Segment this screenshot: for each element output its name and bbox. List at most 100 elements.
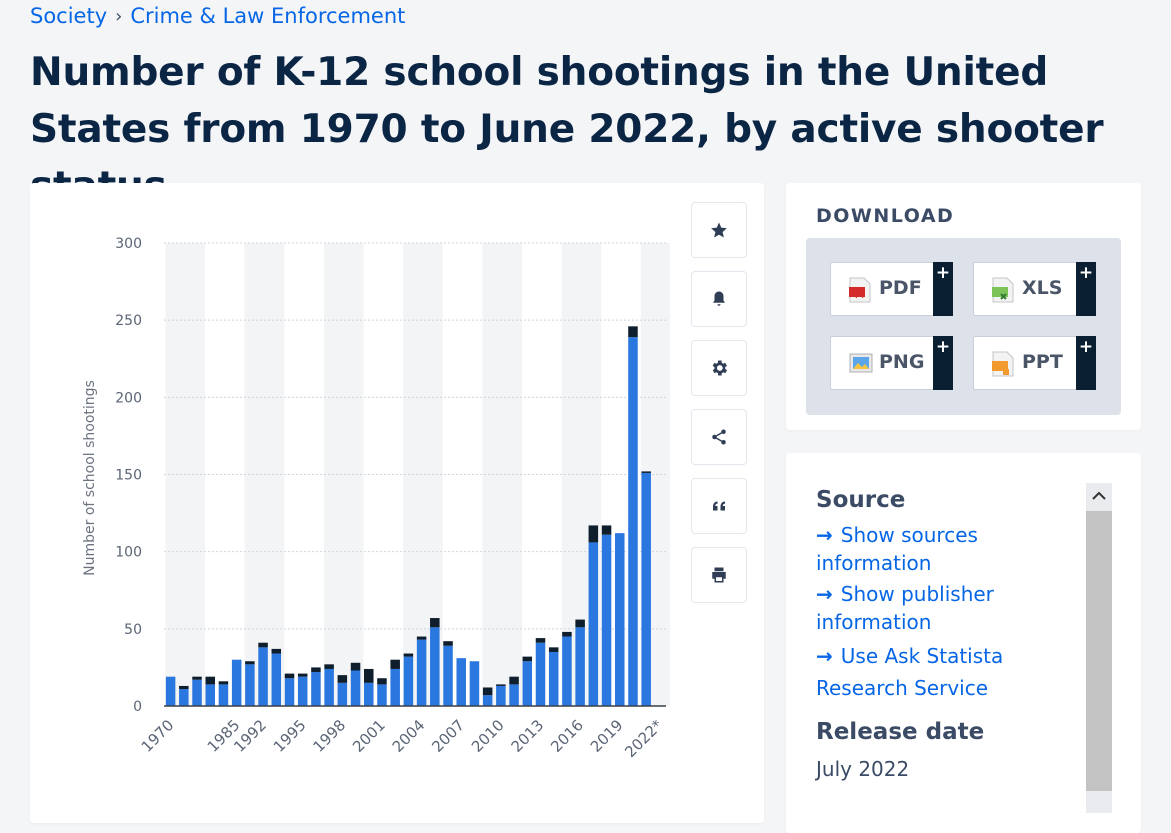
- bar-active-2002[interactable]: [390, 659, 400, 669]
- bar-not-active-2010[interactable]: [496, 685, 506, 706]
- bar-active-1973[interactable]: [179, 685, 189, 690]
- bar-not-active-1993[interactable]: [271, 653, 282, 706]
- bar-not-active-1973[interactable]: [179, 689, 189, 706]
- bar-active-1992[interactable]: [258, 642, 268, 648]
- bar-active-1996[interactable]: [311, 667, 321, 673]
- bar-not-active-2001[interactable]: [377, 684, 387, 706]
- bar-active-2004[interactable]: [416, 636, 427, 640]
- download-png-button[interactable]: PNG +: [830, 336, 953, 390]
- bar-active-2003[interactable]: [403, 653, 414, 657]
- settings-button[interactable]: [691, 340, 747, 396]
- bar-active-1979[interactable]: [205, 676, 215, 685]
- bar-not-active-2017[interactable]: [588, 542, 599, 706]
- bar-active-2009[interactable]: [482, 687, 493, 696]
- bar-not-active-2011[interactable]: [509, 684, 519, 706]
- bar-not-active-1985[interactable]: [231, 659, 242, 706]
- bar-active-2010[interactable]: [496, 684, 506, 686]
- show-sources-link[interactable]: → Show sources information: [816, 521, 1046, 577]
- star-icon: [711, 222, 727, 238]
- bar-active-2014[interactable]: [548, 647, 559, 652]
- bar-not-active-1996[interactable]: [311, 672, 321, 706]
- bar-active-2018[interactable]: [601, 525, 612, 535]
- scroll-up-button[interactable]: [1086, 483, 1112, 509]
- show-publisher-link[interactable]: → Show publisher information: [816, 580, 1046, 636]
- y-tick-label: 100: [115, 545, 142, 561]
- bar-active-1997[interactable]: [324, 664, 334, 669]
- bar-active-1982[interactable]: [218, 681, 229, 685]
- bar-not-active-1988[interactable]: [245, 664, 255, 706]
- cite-button[interactable]: [691, 478, 747, 534]
- bar-active-1999[interactable]: [350, 662, 361, 671]
- bar-not-active-2007[interactable]: [456, 658, 466, 706]
- ask-statista-link[interactable]: → Use Ask Statista Research Service: [816, 640, 1046, 704]
- print-button[interactable]: [691, 547, 747, 603]
- bar-not-active-2008[interactable]: [469, 661, 480, 706]
- bar-not-active-1976[interactable]: [192, 679, 202, 706]
- bar-not-active-1997[interactable]: [324, 668, 334, 706]
- bar-active-2015[interactable]: [562, 631, 572, 637]
- download-png-more[interactable]: +: [933, 336, 953, 390]
- download-ppt-more[interactable]: +: [1076, 336, 1096, 390]
- bar-active-1995[interactable]: [297, 673, 308, 677]
- arrow-right-icon: →: [816, 523, 833, 547]
- bar-not-active-1970[interactable]: [165, 676, 176, 706]
- download-heading: DOWNLOAD: [816, 205, 955, 227]
- breadcrumb-society-link[interactable]: Society: [30, 4, 108, 28]
- bar-not-active-2018[interactable]: [601, 534, 612, 706]
- bar-active-1988[interactable]: [245, 661, 255, 665]
- bar-not-active-1995[interactable]: [297, 676, 308, 706]
- bar-not-active-2015[interactable]: [562, 636, 572, 706]
- bar-not-active-2000[interactable]: [364, 682, 374, 706]
- download-pdf-button[interactable]: PDF +: [830, 262, 953, 316]
- bar-active-2001[interactable]: [377, 678, 387, 685]
- favorite-button[interactable]: [691, 202, 747, 258]
- bar-not-active-2013[interactable]: [535, 642, 546, 706]
- bar-not-active-2016[interactable]: [575, 627, 585, 706]
- bar-active-2017[interactable]: [588, 525, 599, 543]
- bar-not-active-2003[interactable]: [403, 656, 414, 706]
- bar-active-2011[interactable]: [509, 676, 519, 685]
- download-xls-more[interactable]: +: [1076, 262, 1096, 316]
- bar-not-active-1994[interactable]: [284, 678, 295, 706]
- bar-active-2012[interactable]: [522, 656, 533, 662]
- bar-not-active-1979[interactable]: [205, 684, 215, 706]
- y-axis-label: Number of school shootings: [82, 380, 98, 576]
- download-options: PDF + XLS + PNG + PPT +: [806, 238, 1121, 415]
- scroll-thumb[interactable]: [1086, 511, 1112, 791]
- bar-active-1993[interactable]: [271, 648, 282, 654]
- bar-not-active-2014[interactable]: [548, 651, 559, 706]
- bar-not-active-2002[interactable]: [390, 668, 400, 706]
- download-xls-button[interactable]: XLS +: [973, 262, 1096, 316]
- bar-active-1998[interactable]: [337, 675, 348, 683]
- share-button[interactable]: [691, 409, 747, 465]
- bar-active-2006[interactable]: [443, 641, 453, 646]
- bar-not-active-2009[interactable]: [482, 695, 493, 706]
- bar-not-active-1999[interactable]: [350, 670, 361, 706]
- ppt-file-icon: [992, 351, 1014, 377]
- bar-active-1994[interactable]: [284, 673, 295, 679]
- bar-not-active-2005[interactable]: [430, 627, 440, 706]
- source-scrollbar[interactable]: [1086, 483, 1112, 813]
- breadcrumb-crime-link[interactable]: Crime & Law Enforcement: [130, 4, 406, 28]
- bar-active-2016[interactable]: [575, 619, 585, 628]
- bar-active-2005[interactable]: [430, 618, 440, 628]
- quote-icon: [713, 501, 725, 511]
- download-ppt-button[interactable]: PPT +: [973, 336, 1096, 390]
- bar-active-2020[interactable]: [628, 326, 638, 338]
- bar-active-2021[interactable]: [641, 471, 651, 473]
- bar-not-active-2012[interactable]: [522, 661, 533, 706]
- bar-not-active-2021[interactable]: [641, 472, 651, 706]
- bar-active-2013[interactable]: [535, 638, 546, 643]
- bar-not-active-1998[interactable]: [337, 682, 348, 706]
- download-pdf-more[interactable]: +: [933, 262, 953, 316]
- bar-not-active-2020[interactable]: [628, 337, 638, 706]
- bar-active-2000[interactable]: [364, 668, 374, 683]
- bar-not-active-1992[interactable]: [258, 647, 268, 706]
- notification-button[interactable]: [691, 271, 747, 327]
- bar-not-active-2004[interactable]: [416, 639, 427, 706]
- bar-not-active-2019[interactable]: [615, 533, 625, 706]
- bar-not-active-2006[interactable]: [443, 645, 453, 706]
- bar-active-1976[interactable]: [192, 676, 202, 680]
- bar-not-active-1982[interactable]: [218, 684, 229, 706]
- png-file-icon: [849, 353, 873, 373]
